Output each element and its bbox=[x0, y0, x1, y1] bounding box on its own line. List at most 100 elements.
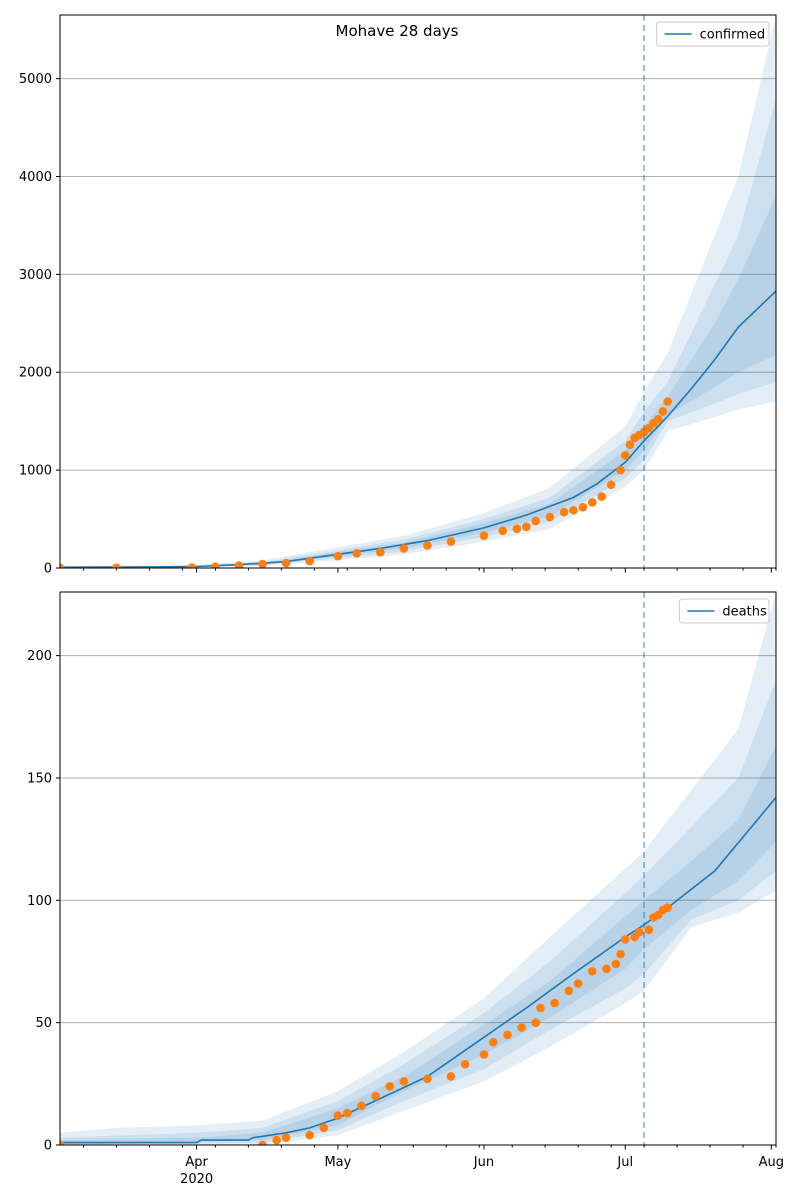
observed-point bbox=[522, 522, 531, 532]
observed-point bbox=[399, 1077, 409, 1086]
observed-point bbox=[319, 1123, 329, 1133]
observed-point bbox=[531, 1018, 541, 1027]
observed-point bbox=[352, 549, 362, 558]
observed-point bbox=[258, 1140, 267, 1145]
observed-point bbox=[606, 480, 616, 490]
observed-point bbox=[536, 1003, 545, 1013]
y-tick-label: 0 bbox=[44, 1139, 52, 1154]
observed-point bbox=[385, 1081, 395, 1091]
observed-point bbox=[653, 414, 663, 424]
observed-point bbox=[333, 551, 343, 561]
observed-point bbox=[460, 1059, 470, 1069]
observed-point bbox=[258, 559, 267, 568]
x-tick-label: Aug bbox=[759, 1155, 784, 1170]
y-tick-label: 2000 bbox=[19, 366, 52, 381]
observed-point bbox=[569, 505, 578, 515]
deaths-panel: 0 50 100 150 200 Apr 2020 May Jun Jul Aug deaths bbox=[27, 591, 784, 1187]
y-tick-label: 100 bbox=[27, 894, 52, 909]
confidence-band-inner bbox=[60, 746, 776, 1145]
y-tick-label: 1000 bbox=[19, 464, 52, 479]
x-tick-sublabel: 2020 bbox=[180, 1172, 213, 1187]
observed-point bbox=[620, 451, 630, 460]
confidence-band-inner bbox=[60, 196, 776, 568]
observed-point bbox=[479, 1050, 489, 1059]
observed-point bbox=[663, 397, 672, 406]
observed-point bbox=[625, 440, 635, 449]
observed-point bbox=[616, 949, 625, 959]
y-tick-label: 50 bbox=[35, 1016, 52, 1031]
observed-point bbox=[635, 927, 644, 937]
observed-point bbox=[611, 959, 621, 969]
observed-point bbox=[503, 1030, 512, 1040]
observed-point bbox=[112, 563, 121, 568]
x-tick-label: Apr bbox=[185, 1155, 208, 1170]
confidence-band-middle bbox=[60, 98, 776, 568]
observed-point bbox=[211, 562, 220, 568]
observed-point bbox=[343, 1108, 352, 1118]
observed-point bbox=[489, 1037, 498, 1047]
observed-point bbox=[550, 998, 559, 1008]
observed-point bbox=[479, 531, 489, 541]
observed-point bbox=[644, 925, 654, 934]
observed-point bbox=[399, 544, 409, 553]
model-line bbox=[60, 796, 776, 1144]
observed-point bbox=[559, 507, 569, 517]
observed-point bbox=[573, 979, 583, 988]
x-tick-label: Jul bbox=[616, 1155, 633, 1170]
observed-point bbox=[60, 1140, 65, 1145]
confidence-band-outer bbox=[60, 15, 776, 568]
observed-point bbox=[658, 407, 668, 416]
observed-point bbox=[60, 563, 65, 568]
observed-point bbox=[333, 1111, 343, 1120]
observed-point bbox=[446, 537, 456, 546]
observed-point bbox=[305, 556, 314, 566]
observed-point bbox=[281, 558, 291, 568]
observed-point bbox=[281, 1133, 291, 1142]
observed-point bbox=[531, 516, 541, 526]
observed-point bbox=[587, 966, 597, 976]
observed-point bbox=[587, 498, 597, 507]
observed-point bbox=[187, 563, 197, 568]
y-tick-label: 150 bbox=[27, 771, 52, 786]
observed-point bbox=[371, 1091, 380, 1101]
legend-label: confirmed bbox=[700, 28, 766, 43]
plot-area bbox=[60, 592, 776, 1145]
axes-frame bbox=[59, 591, 777, 1146]
observed-point bbox=[272, 1135, 281, 1145]
x-tick-label: Jun bbox=[473, 1155, 494, 1170]
observed-point bbox=[376, 548, 385, 557]
observed-point bbox=[564, 986, 574, 996]
observed-point bbox=[517, 1023, 526, 1032]
observed-point bbox=[423, 1074, 432, 1084]
confidence-band-outer bbox=[60, 592, 776, 1145]
confirmed-panel: 0 1000 2000 3000 4000 5000 confirmed bbox=[19, 14, 777, 577]
observed-point bbox=[602, 964, 611, 974]
observed-point bbox=[663, 903, 672, 912]
observed-point bbox=[423, 541, 432, 550]
observed-point bbox=[234, 561, 244, 568]
plot-area bbox=[60, 15, 776, 568]
y-tick-label: 0 bbox=[44, 562, 52, 577]
legend bbox=[678, 598, 770, 624]
y-tick-label: 5000 bbox=[19, 72, 52, 87]
observed-point bbox=[305, 1130, 314, 1140]
figure-title: Mohave 28 days bbox=[336, 22, 459, 40]
observed-point bbox=[620, 935, 630, 944]
observed-point bbox=[616, 465, 625, 475]
observed-point bbox=[446, 1072, 456, 1081]
observed-point bbox=[512, 524, 522, 534]
observed-point bbox=[578, 503, 588, 512]
observed-point bbox=[545, 512, 555, 522]
confidence-band-middle bbox=[60, 680, 776, 1145]
observed-point bbox=[498, 526, 508, 536]
observed-point bbox=[597, 492, 607, 501]
axes-frame bbox=[59, 14, 777, 569]
x-tick-label: May bbox=[324, 1155, 351, 1170]
legend bbox=[656, 21, 770, 47]
y-tick-label: 4000 bbox=[19, 170, 52, 185]
legend-label: deaths bbox=[722, 605, 767, 620]
y-tick-label: 3000 bbox=[19, 268, 52, 283]
observed-point bbox=[357, 1101, 366, 1111]
y-tick-label: 200 bbox=[27, 649, 52, 664]
